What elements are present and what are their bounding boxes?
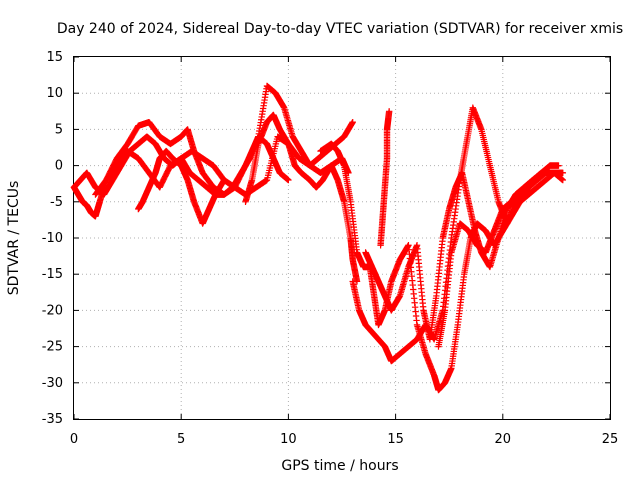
tick-labels: 0 5 10 15 20 25 15 10 5 0 -5 -10 -15 -20 -25 -30 -35 [42,50,619,447]
series-track-5 [242,111,361,285]
x-axis-label: GPS time / hours [281,458,398,474]
series-track-9 [377,108,393,249]
y-tick-label: 10 [46,86,63,101]
x-tick-label: 15 [387,432,404,447]
series-track-10 [435,169,567,350]
y-tick-label: -35 [42,412,63,427]
data-point [349,118,356,126]
data-point [385,108,393,115]
y-tick-label: 0 [55,159,63,174]
x-tick-label: 20 [495,432,512,447]
series-track-4 [135,147,228,227]
data-point [285,176,292,184]
y-tick-label: -15 [42,267,63,282]
y-axis-label: SDTVAR / TECUs [6,181,22,296]
x-tick-label: 25 [602,432,619,447]
chart-title: Day 240 of 2024, Sidereal Day-to-day VTE… [57,21,623,37]
y-tick-label: -25 [42,340,63,355]
y-tick-label: -30 [42,376,63,391]
data-points [70,82,567,394]
x-tick-label: 10 [280,432,297,447]
x-tick-label: 0 [70,432,78,447]
series-track-2 [70,82,356,198]
data-point [220,176,228,184]
data-point [555,162,562,169]
data-point [559,176,567,184]
y-tick-label: -20 [42,303,63,318]
y-tick-label: 15 [46,50,63,65]
x-tick-label: 5 [177,432,185,447]
y-tick-label: 5 [55,122,63,137]
y-tick-label: -5 [50,195,63,210]
plot-frame [73,56,611,420]
axis-ticks [73,56,611,420]
y-tick-label: -10 [42,231,63,246]
series-track-1 [70,118,292,220]
